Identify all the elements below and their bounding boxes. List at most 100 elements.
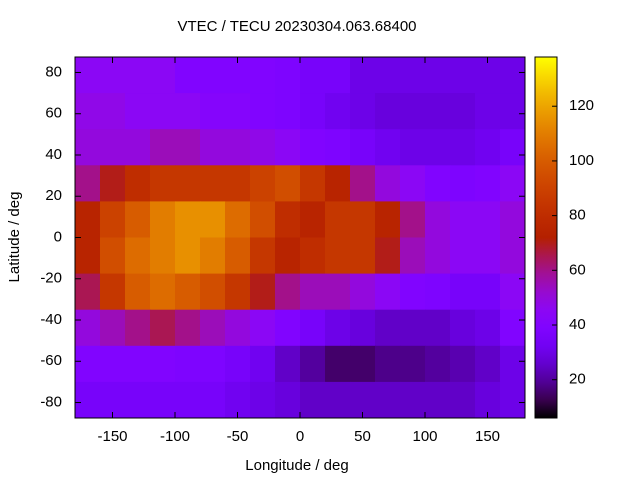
heat-cell — [250, 165, 276, 202]
heat-cell — [100, 165, 126, 202]
colorbar-tick-label: 100 — [569, 152, 594, 169]
heat-cell — [200, 93, 226, 130]
heat-cell — [225, 129, 251, 166]
heat-cell — [75, 201, 101, 238]
y-tick-label: 20 — [45, 187, 62, 204]
heat-cell — [200, 381, 226, 419]
heat-cell — [400, 381, 426, 419]
heat-cell — [275, 237, 301, 275]
heat-cell — [450, 201, 476, 238]
heat-cell — [200, 273, 226, 311]
heat-cell — [400, 165, 426, 202]
x-tick-label: 150 — [475, 428, 500, 445]
heat-cell — [425, 201, 451, 238]
heat-cell — [150, 237, 176, 275]
heat-cell — [300, 345, 326, 383]
heat-cell — [100, 237, 126, 275]
heat-cell — [500, 345, 526, 383]
heat-cell — [175, 273, 201, 311]
heat-cell — [475, 273, 501, 311]
x-tick-label: 100 — [412, 428, 437, 445]
heat-cell — [500, 273, 526, 311]
heat-cell — [200, 57, 226, 94]
heat-cell — [425, 381, 451, 419]
heat-cell — [250, 57, 276, 94]
heat-cell — [500, 309, 526, 347]
heat-cell — [275, 57, 301, 94]
heat-cell — [375, 129, 401, 166]
heat-cell — [500, 381, 526, 419]
heat-cell — [375, 345, 401, 383]
heat-cell — [325, 129, 351, 166]
heat-cell — [300, 165, 326, 202]
heat-cell — [375, 93, 401, 130]
heat-cell — [350, 309, 376, 347]
heat-cell — [175, 165, 201, 202]
heat-cell — [200, 237, 226, 275]
heat-cell — [325, 201, 351, 238]
heat-cell — [375, 309, 401, 347]
heat-cell — [500, 57, 526, 94]
heat-cell — [375, 381, 401, 419]
heat-cell — [75, 237, 101, 275]
heat-cell — [150, 165, 176, 202]
y-tick-label: 0 — [54, 228, 62, 245]
heat-cell — [275, 345, 301, 383]
heat-cell — [150, 381, 176, 419]
heat-cell — [400, 345, 426, 383]
heat-cell — [225, 309, 251, 347]
heat-cell — [325, 165, 351, 202]
heat-cell — [225, 345, 251, 383]
heat-cell — [325, 273, 351, 311]
heat-cell — [250, 273, 276, 311]
heat-cell — [425, 93, 451, 130]
heat-cell — [250, 129, 276, 166]
heat-cell — [75, 309, 101, 347]
heat-cell — [300, 93, 326, 130]
heat-cell — [175, 129, 201, 166]
heat-cell — [350, 57, 376, 94]
heat-cell — [125, 237, 151, 275]
heat-cell — [300, 201, 326, 238]
heat-cell — [125, 201, 151, 238]
heat-cell — [150, 309, 176, 347]
colorbar-tick-label: 40 — [569, 316, 586, 333]
heat-cell — [375, 201, 401, 238]
x-tick-label: -150 — [97, 428, 127, 445]
heat-cell — [325, 381, 351, 419]
heat-cell — [150, 129, 176, 166]
heat-cell — [500, 129, 526, 166]
heat-cell — [475, 165, 501, 202]
heat-cell — [375, 273, 401, 311]
heat-cell — [300, 309, 326, 347]
heat-cell — [225, 201, 251, 238]
heat-cell — [150, 93, 176, 130]
y-tick-label: 80 — [45, 63, 62, 80]
heat-cell — [350, 237, 376, 275]
heat-cell — [475, 57, 501, 94]
heat-cell — [75, 129, 101, 166]
heat-cell — [225, 237, 251, 275]
heat-cell — [450, 309, 476, 347]
heat-cell — [425, 57, 451, 94]
heat-cell — [200, 201, 226, 238]
heat-cell — [125, 381, 151, 419]
heat-cell — [150, 201, 176, 238]
heat-cell — [400, 309, 426, 347]
heat-cell — [75, 345, 101, 383]
heat-cell — [100, 273, 126, 311]
x-tick-label: -100 — [160, 428, 190, 445]
heat-cell — [375, 237, 401, 275]
heat-cell — [475, 309, 501, 347]
heat-cell — [350, 273, 376, 311]
heat-cell — [475, 93, 501, 130]
heat-cell — [400, 201, 426, 238]
colorbar — [534, 56, 558, 419]
heat-cell — [125, 57, 151, 94]
heat-cell — [200, 309, 226, 347]
heat-cell — [350, 129, 376, 166]
heat-cell — [100, 309, 126, 347]
heat-cell — [100, 201, 126, 238]
heat-cell — [500, 237, 526, 275]
heat-cell — [450, 237, 476, 275]
